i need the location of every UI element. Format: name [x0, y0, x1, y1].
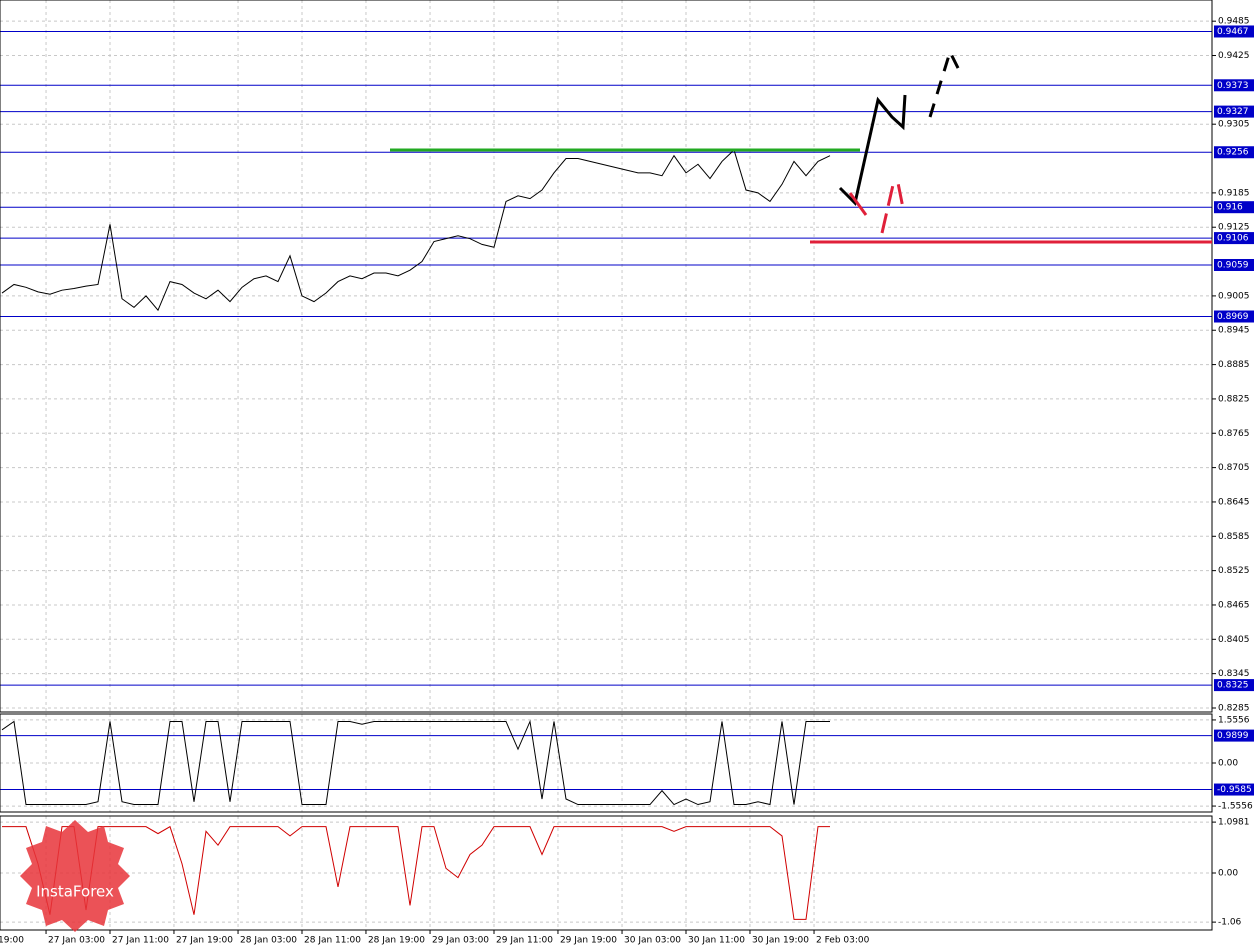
level-label-bg: [1214, 258, 1254, 271]
level-label: 0.9256: [1217, 148, 1249, 158]
level-label: 0.8969: [1217, 312, 1249, 322]
level-label: 0.8325: [1217, 681, 1249, 691]
level-label-bg: [1214, 25, 1254, 38]
y-tick-label: 0.8945: [1218, 326, 1250, 336]
x-tick-label: 28 Jan 19:00: [368, 936, 425, 946]
x-tick-label: 29 Jan 19:00: [560, 936, 617, 946]
level-label: 0.9373: [1217, 81, 1249, 91]
x-tick-label: 30 Jan 19:00: [752, 936, 809, 946]
x-tick-label: 27 Jan 03:00: [48, 936, 105, 946]
level-label-bg: [1214, 79, 1254, 92]
level-label: 0.9467: [1217, 27, 1249, 37]
level-label: 0.916: [1217, 203, 1243, 213]
series-line: [2, 825, 830, 920]
series-line: [1, 719, 830, 806]
panel-frame: [0, 815, 1213, 931]
level-label-bg: [1214, 783, 1254, 796]
forecast-arrow-dashed: [928, 47, 962, 118]
y-tick-label: 0.8345: [1218, 669, 1250, 679]
level-label-bg: [1214, 232, 1254, 245]
level-label-bg: [1214, 146, 1254, 159]
panel-frame: [0, 0, 1213, 713]
y-tick-label: 0.8645: [1218, 497, 1250, 507]
forecast-arrow: [838, 94, 907, 206]
level-label: 0.9106: [1217, 234, 1249, 244]
y-tick-label: 0.9125: [1218, 223, 1250, 233]
level-label: 0.9899: [1217, 731, 1249, 741]
panel-frame: [0, 713, 1213, 813]
plot-area: [0, 0, 1212, 930]
y-tick-label: 0.8705: [1218, 463, 1250, 473]
y-tick-label: 0.8825: [1218, 394, 1250, 404]
y-tick-label: 0.8885: [1218, 360, 1250, 370]
y-tick-label: 1.5556: [1218, 715, 1250, 725]
level-label-bg: [1214, 679, 1254, 692]
logo-badge: [20, 820, 130, 932]
watermark: InstaForex: [36, 883, 114, 901]
alt-arrow: [880, 180, 905, 234]
level-label-bg: [1214, 729, 1254, 742]
level-label-bg: [1214, 201, 1254, 214]
y-tick-label: 0.00: [1218, 759, 1238, 769]
x-tick-label: 29 Jan 03:00: [432, 936, 489, 946]
series-line: [1, 149, 831, 312]
x-tick-label: 30 Jan 03:00: [624, 936, 681, 946]
y-tick-label: 0.9305: [1218, 120, 1250, 130]
y-tick-label: -1.06: [1218, 918, 1242, 928]
y-tick-label: 0.8405: [1218, 635, 1250, 645]
y-tick-label: 0.8285: [1218, 703, 1250, 713]
level-label-bg: [1214, 105, 1254, 118]
x-tick-label: 28 Jan 11:00: [304, 936, 361, 946]
x-tick-label: 27 Jan 19:00: [176, 936, 233, 946]
y-tick-label: 0.8465: [1218, 600, 1250, 610]
x-tick-label: 2 Feb 03:00: [816, 936, 870, 946]
y-tick-label: 0.9485: [1218, 17, 1250, 27]
x-tick-label: 29 Jan 11:00: [496, 936, 553, 946]
x-tick-label: 28 Jan 03:00: [240, 936, 297, 946]
level-label: 0.9327: [1217, 107, 1249, 117]
logo: InstaForex: [20, 820, 130, 932]
alt-arrow: [848, 192, 868, 216]
level-label-bg: [1214, 310, 1254, 323]
x-tick-label: an 19:00: [0, 936, 24, 946]
level-label: -0.9585: [1217, 785, 1252, 795]
y-tick-label: 0.00: [1218, 869, 1238, 879]
y-tick-label: -1.5556: [1218, 802, 1253, 812]
y-tick-label: 0.9425: [1218, 51, 1250, 61]
y-tick-label: 0.8765: [1218, 429, 1250, 439]
y-tick-label: 0.8525: [1218, 566, 1250, 576]
y-tick-label: 1.0981: [1218, 818, 1250, 828]
x-tick-label: 27 Jan 11:00: [112, 936, 169, 946]
y-tick-label: 0.9185: [1218, 188, 1250, 198]
x-tick-label: 30 Jan 11:00: [688, 936, 745, 946]
annotations: [390, 47, 1212, 244]
y-tick-label: 0.8585: [1218, 532, 1250, 542]
y-tick-label: 0.9005: [1218, 291, 1250, 301]
level-label: 0.9059: [1217, 260, 1249, 270]
